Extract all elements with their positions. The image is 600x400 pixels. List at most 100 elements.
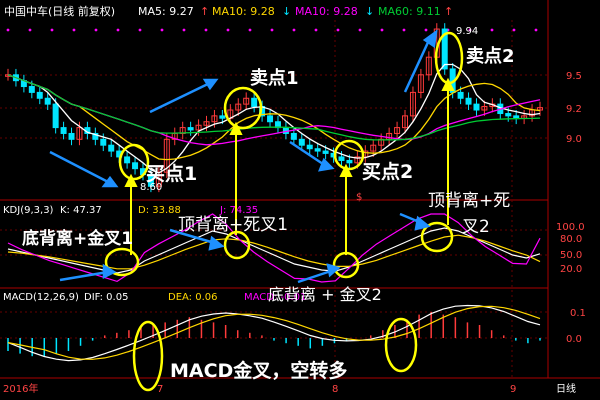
candle-body	[60, 127, 67, 134]
kdj-tick-20: 20.0	[560, 264, 582, 275]
candle-body	[505, 113, 512, 117]
candle-body	[52, 103, 59, 129]
footer-year: 2016年	[3, 382, 38, 395]
kdj-k: K: 47.37	[60, 205, 102, 216]
ma10-line	[7, 74, 541, 161]
candle-body	[338, 156, 345, 161]
candle-body	[322, 150, 329, 154]
candle-body	[441, 28, 448, 70]
dot-marker	[226, 28, 230, 32]
candle-body	[402, 115, 409, 129]
price-tick-9-5: 9.5	[566, 71, 582, 82]
ma5-label: MA5: 9.27	[138, 5, 194, 18]
macd-name: MACD(12,26,9)	[3, 292, 79, 303]
dot-marker	[182, 28, 186, 32]
candle-body	[124, 156, 131, 164]
bottom-divergence-1: 底背离+金叉1	[22, 228, 133, 249]
candle-body	[235, 103, 242, 111]
trend-arrows	[49, 29, 438, 284]
ma10a-arrow: ↓	[282, 5, 291, 18]
dot-marker	[116, 28, 120, 32]
candle-body	[187, 127, 194, 131]
vertical-arrows	[124, 77, 455, 255]
kdj-tick-50: 50.0	[560, 250, 582, 261]
macd-cross-label: MACD金叉，空转多	[170, 359, 347, 382]
candle-body	[195, 124, 202, 131]
circle-buy2	[333, 139, 365, 171]
macd-dea: DEA: 0.06	[168, 292, 218, 303]
candle-body	[267, 115, 274, 123]
kdj-tick-80: 80.0	[560, 234, 582, 245]
dot-marker	[402, 28, 406, 32]
dot-marker	[314, 28, 318, 32]
candle-body	[108, 144, 115, 152]
top-divergence-2b: 叉2	[462, 217, 490, 237]
dot-marker	[358, 28, 362, 32]
dot-marker	[204, 28, 208, 32]
footer-m7: 7	[157, 384, 163, 395]
candle-body	[36, 91, 43, 99]
candle-body	[409, 91, 416, 117]
candle-body	[290, 132, 297, 140]
ma40-line	[7, 74, 541, 141]
candle-body	[132, 162, 139, 170]
candle-body	[354, 156, 361, 164]
dot-marker	[138, 28, 142, 32]
candle-body	[92, 132, 99, 140]
candle-body	[100, 138, 107, 146]
ma-lines	[7, 63, 541, 174]
candle-body	[457, 91, 464, 99]
candle-body	[481, 105, 488, 111]
candle-body	[68, 132, 75, 140]
circle-macd1	[132, 320, 164, 392]
dot-marker	[50, 28, 54, 32]
candle-body	[473, 103, 480, 111]
macd-dea-line	[7, 305, 541, 360]
candle-body	[314, 148, 321, 152]
dot-marker	[6, 28, 10, 32]
dotted-row	[6, 28, 538, 32]
sell-point-1: 卖点1	[250, 67, 299, 89]
candle-body	[211, 115, 218, 123]
dot-marker	[468, 28, 472, 32]
ma10a-label: MA10: 9.28	[212, 5, 275, 18]
annotation-circles	[104, 31, 464, 392]
macd-dif-line	[7, 304, 541, 362]
kdj-name: KDJ(9,3,3)	[3, 205, 54, 216]
candle-body	[44, 97, 51, 105]
footer-m9: 9	[510, 384, 516, 395]
candle-body	[147, 174, 154, 187]
candle-body	[425, 56, 432, 76]
candle-body	[513, 115, 520, 119]
chart-title: 中国中车(日线 前复权)	[4, 4, 115, 18]
circle-kdj-b1	[104, 247, 140, 277]
ma5-line	[7, 63, 541, 174]
candle-body	[28, 86, 35, 93]
candle-body	[306, 144, 313, 150]
top-divergence-2a: 顶背离+死	[428, 191, 510, 211]
circle-sell1	[223, 86, 263, 130]
circle-macd2	[384, 317, 418, 373]
ma10b-arrow: ↓	[365, 5, 374, 18]
dot-marker	[380, 28, 384, 32]
dot-marker	[270, 28, 274, 32]
ma10b-label: MA10: 9.28	[295, 5, 358, 18]
macd-val: MACD: -0.01	[244, 292, 306, 303]
dot-marker	[160, 28, 164, 32]
candle-body	[251, 97, 258, 107]
dot-marker	[292, 28, 296, 32]
macd-bars	[7, 304, 541, 362]
dot-marker	[336, 28, 340, 32]
dot-marker	[72, 28, 76, 32]
candle-body	[298, 138, 305, 146]
dollar-marker: $	[356, 192, 362, 203]
candle-body	[203, 121, 210, 126]
candle-body	[243, 97, 250, 105]
candle-body	[163, 138, 170, 173]
buy-point-1: 买点1	[146, 163, 197, 185]
price-tick-9-0: 9.0	[566, 134, 582, 145]
kdj-k-line	[7, 227, 541, 274]
candle-body	[76, 127, 83, 140]
dot-marker	[534, 28, 538, 32]
